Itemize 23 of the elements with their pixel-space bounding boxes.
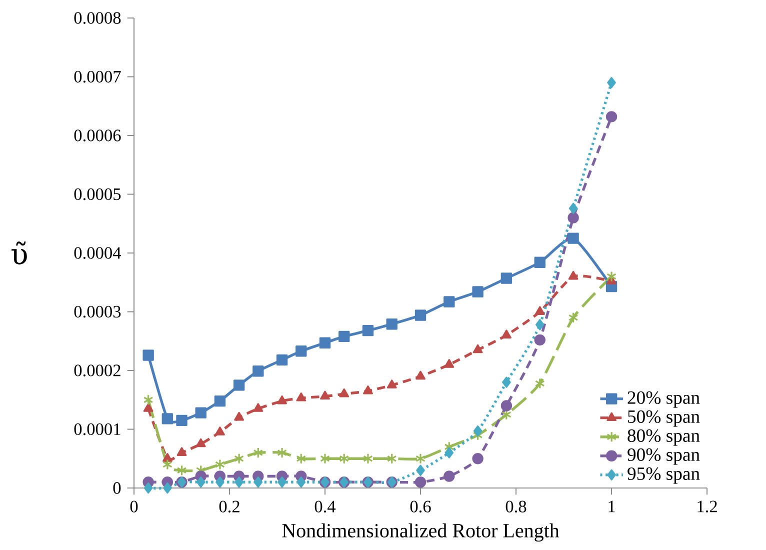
y-tick-label: 0.0003 (74, 306, 121, 318)
y-tick-label: 0.0005 (74, 188, 121, 200)
x-tick-label: 0.2 (219, 500, 240, 512)
legend-label: 95% span (628, 467, 700, 484)
y-tick-label: 0.0002 (74, 364, 120, 376)
x-tick-label: 0.8 (506, 500, 526, 512)
y-axis-title: υ̃ (12, 242, 27, 264)
x-tick-label: 1 (608, 500, 615, 512)
legend-label: 20% span (628, 391, 700, 408)
legend-label: 50% span (628, 410, 700, 427)
y-tick-label: 0 (113, 482, 121, 494)
x-tick-label: 0 (130, 500, 138, 512)
x-tick-label: 1.2 (698, 500, 717, 512)
y-tick-label: 0.0006 (74, 130, 121, 142)
y-tick-label: 0.0004 (74, 247, 122, 259)
y-tick-label: 0.0008 (74, 12, 121, 24)
legend-label: 80% span (628, 429, 700, 446)
y-tick-label: 0.0001 (74, 423, 120, 436)
x-tick-label: 0.6 (410, 500, 431, 512)
x-tick-label: 0.4 (314, 500, 336, 512)
legend-label: 90% span (628, 448, 700, 465)
y-tick-label: 0.0007 (74, 70, 121, 83)
x-axis-title: Nondimensionalized Rotor Length (282, 523, 560, 542)
